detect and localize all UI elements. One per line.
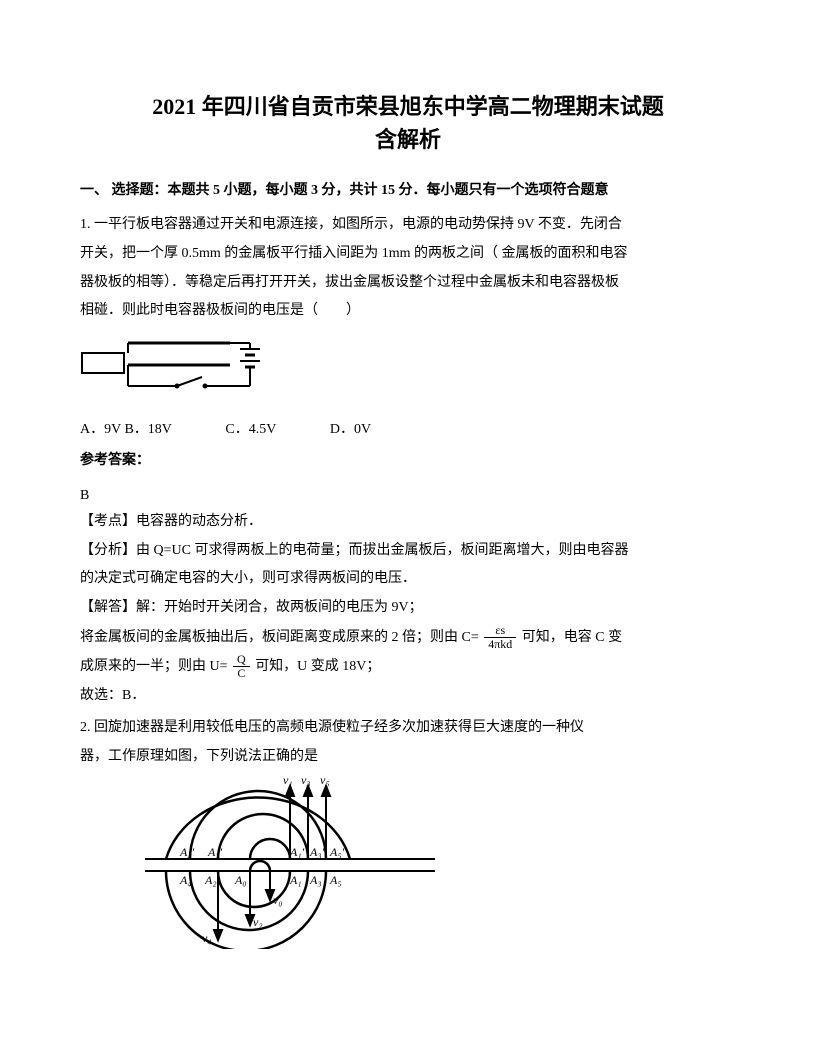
q1-analysis-6: 成原来的一半；则由 U= Q C 可知，U 变成 18V；	[80, 653, 736, 681]
q1-stem-line-2: 开关，把一个厚 0.5mm 的金属板平行插入间距为 1mm 的两板之间（ 金属板…	[80, 241, 736, 268]
formula-capacitance: εs 4πkd	[484, 624, 516, 651]
label-a0: A₀	[234, 873, 247, 887]
label-a2p: A₂′	[207, 845, 223, 859]
page-title: 2021 年四川省自贡市荣县旭东中学高二物理期末试题 含解析	[80, 90, 736, 156]
circuit-diagram	[80, 331, 736, 412]
title-line-2: 含解析	[375, 127, 441, 152]
q1-stem-line-1: 1. 一平行板电容器通过开关和电源连接，如图所示，电源的电动势保持 9V 不变．…	[80, 212, 736, 239]
q1-a5b: 可知，电容 C 变	[522, 629, 622, 644]
q1-analysis-2: 【分析】由 Q=UC 可求得两板上的电荷量；而拔出金属板后，板间距离增大，则由电…	[80, 538, 736, 565]
label-a1p: A₁′	[289, 845, 305, 859]
q1-analysis-7: 故选：B．	[80, 683, 736, 710]
label-a1: A₁	[289, 873, 302, 887]
q1-analysis-5: 将金属板间的金属板抽出后，板间距离变成原来的 2 倍；则由 C= εs 4πkd…	[80, 624, 736, 652]
q1-analysis-1: 【考点】电容器的动态分析．	[80, 509, 736, 536]
q2-stem-line-1: 2. 回旋加速器是利用较低电压的高频电源使粒子经多次加速获得巨大速度的一种仪	[80, 715, 736, 742]
label-v1: v₁	[283, 774, 293, 787]
label-a3p: A₃′	[309, 845, 325, 859]
q1-option-d: D．0V	[330, 422, 371, 437]
q1-option-b: B．18V	[124, 422, 171, 437]
answer-label: 参考答案：	[80, 448, 736, 475]
label-a3: A₃	[309, 873, 322, 887]
question-1: 1. 一平行板电容器通过开关和电源连接，如图所示，电源的电动势保持 9V 不变．…	[80, 212, 736, 709]
q1-option-c: C．4.5V	[225, 422, 276, 437]
label-a4: A₄	[179, 873, 192, 887]
q1-a5a: 将金属板间的金属板抽出后，板间距离变成原来的 2 倍；则由 C=	[80, 629, 479, 644]
label-a5: A₅	[329, 873, 342, 887]
q1-a6a: 成原来的一半；则由 U=	[80, 659, 228, 674]
label-v3: v₃	[301, 774, 311, 787]
q1-analysis-4: 【解答】解：开始时开关闭合，故两板间的电压为 9V；	[80, 595, 736, 622]
q1-analysis-3: 的决定式可确定电容的大小，则可求得两板间的电压．	[80, 566, 736, 593]
q1-answer: B	[80, 483, 736, 510]
q1-options: A．9V B．18V C．4.5V D．0V	[80, 417, 736, 444]
label-v2: v₂	[253, 915, 263, 929]
formula1-den: 4πkd	[484, 638, 516, 651]
q1-analysis: 【考点】电容器的动态分析． 【分析】由 Q=UC 可求得两板上的电荷量；而拔出金…	[80, 509, 736, 709]
question-2: 2. 回旋加速器是利用较低电压的高频电源使粒子经多次加速获得巨大速度的一种仪 器…	[80, 715, 736, 960]
formula1-num: εs	[484, 624, 516, 638]
label-a4p: A₄′	[179, 845, 195, 859]
formula2-num: Q	[233, 653, 250, 667]
cyclotron-diagram: v₁ v₃ v₅ A₄′ A₂′ A₁′ A₃′ A₅′ A₄ A₂ A₀ A₁…	[140, 774, 736, 960]
label-a2: A₂	[204, 873, 217, 887]
q1-a6b: 可知，U 变成 18V；	[255, 659, 380, 674]
title-line-1: 2021 年四川省自贡市荣县旭东中学高二物理期末试题	[152, 94, 664, 119]
section-header: 一、 选择题：本题共 5 小题，每小题 3 分，共计 15 分．每小题只有一个选…	[80, 180, 736, 202]
q2-stem-line-2: 器，工作原理如图，下列说法正确的是	[80, 744, 736, 771]
label-v5: v₅	[320, 774, 330, 787]
formula2-den: C	[233, 667, 250, 680]
label-v0: v₀	[273, 893, 283, 907]
q1-option-a: A．9V	[80, 422, 121, 437]
label-v4: v₄	[202, 931, 212, 945]
q1-stem-line-3: 器极板的相等）．等稳定后再打开开关，拔出金属板设整个过程中金属板未和电容器极板	[80, 270, 736, 297]
formula-voltage: Q C	[233, 653, 250, 680]
label-a5p: A₅′	[329, 845, 345, 859]
q1-stem-line-4: 相碰．则此时电容器极板间的电压是（ ）	[80, 298, 736, 325]
